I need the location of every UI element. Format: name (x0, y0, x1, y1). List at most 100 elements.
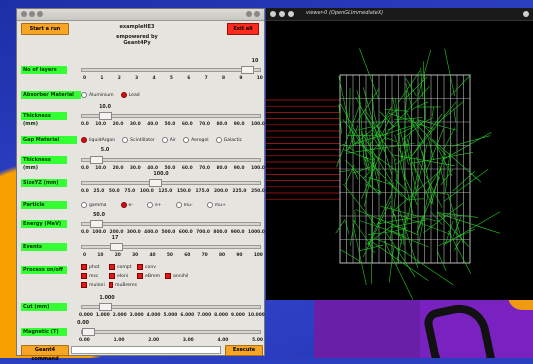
slider-thumb[interactable] (82, 328, 95, 336)
slider-track[interactable] (81, 114, 261, 118)
checkbox-label: compt (117, 265, 132, 270)
radio-option-e-[interactable]: e- (121, 202, 133, 208)
slider-thumb[interactable] (90, 220, 103, 228)
checkbox-icon[interactable] (81, 282, 87, 288)
radio-icon[interactable] (81, 202, 87, 208)
gap-thickness-slider[interactable] (81, 158, 261, 162)
menu-icon[interactable] (29, 11, 35, 17)
radio-option-mu-[interactable]: mu- (176, 202, 193, 208)
checkbox-icon[interactable] (137, 264, 143, 270)
control-titlebar[interactable] (17, 9, 264, 21)
radio-option-liquidargon[interactable]: liquidArgon (81, 137, 115, 143)
checkbox-icon[interactable] (137, 273, 143, 279)
tick-label: 50 (167, 253, 173, 258)
radio-option-gamma[interactable]: gamma (81, 202, 107, 208)
radio-icon[interactable] (122, 137, 128, 143)
tick-label: 0.00 (79, 338, 90, 343)
slider-track[interactable] (81, 181, 261, 185)
checkbox-ebrem[interactable]: eBrem (137, 273, 165, 279)
checkbox-muioni[interactable]: muIoni (81, 282, 109, 288)
tick-label: 2 (118, 76, 121, 81)
command-input[interactable] (71, 346, 221, 354)
absorber-options[interactable]: Aluminium Lead (81, 92, 140, 98)
gap-options[interactable]: liquidArgon Scintillator Air Aerogel Galacti… (81, 137, 242, 143)
radio-icon[interactable] (81, 137, 87, 143)
slider-thumb[interactable] (110, 243, 123, 251)
pin-icon[interactable] (37, 11, 43, 17)
maximize-icon[interactable] (254, 11, 260, 17)
radio-option-galactic[interactable]: Galactic (216, 137, 243, 143)
exit-all-button[interactable]: Exit all (227, 23, 259, 35)
layers-slider[interactable] (81, 68, 261, 72)
cut-slider[interactable] (81, 305, 261, 309)
radio-icon[interactable] (147, 202, 153, 208)
checkbox-label: msc (89, 274, 98, 279)
energy-slider[interactable] (81, 222, 261, 226)
slider-thumb[interactable] (241, 66, 254, 74)
checkbox-msc[interactable]: msc (81, 273, 109, 279)
radio-option-lead[interactable]: Lead (121, 92, 140, 98)
checkbox-mubrems[interactable]: muBrems (109, 282, 137, 288)
tick-label: 700.0 (196, 230, 210, 235)
pin-icon[interactable] (288, 11, 294, 17)
cut-label: Cut (mm) (21, 303, 67, 311)
radio-option-mu-[interactable]: mu+ (207, 202, 226, 208)
checkbox-icon[interactable] (165, 273, 171, 279)
radio-icon[interactable] (162, 137, 168, 143)
particle-track (445, 49, 455, 96)
particle-options[interactable]: gamma e-e+ mu-mu+ (81, 202, 226, 208)
checkbox-icon[interactable] (81, 264, 87, 270)
absorber-thickness-slider[interactable] (81, 114, 261, 118)
slider-thumb[interactable] (99, 112, 112, 120)
magnetic-slider[interactable] (81, 330, 261, 334)
maximize-icon[interactable] (523, 11, 529, 17)
checkbox-eioni[interactable]: eIoni (109, 273, 137, 279)
events-slider[interactable] (81, 245, 261, 249)
checkbox-conv[interactable]: conv (137, 264, 165, 270)
radio-option-aluminium[interactable]: Aluminium (81, 92, 114, 98)
close-icon[interactable] (270, 11, 276, 17)
slider-thumb[interactable] (90, 156, 103, 164)
layers-label: No of layers (21, 66, 67, 74)
particle-track (363, 201, 391, 257)
slider-thumb[interactable] (149, 179, 162, 187)
slider-track[interactable] (81, 222, 261, 226)
particle-track (345, 221, 349, 235)
checkbox-icon[interactable] (109, 282, 113, 288)
size-slider[interactable] (81, 181, 261, 185)
menu-icon[interactable] (279, 11, 285, 17)
radio-icon[interactable] (81, 92, 87, 98)
radio-icon[interactable] (183, 137, 189, 143)
particle-track (367, 184, 382, 192)
slider-track[interactable] (81, 305, 261, 309)
slider-track[interactable] (81, 245, 261, 249)
radio-icon[interactable] (176, 202, 182, 208)
checkbox-icon[interactable] (109, 273, 115, 279)
checkbox-icon[interactable] (109, 264, 115, 270)
radio-option-scintillator[interactable]: Scintillator (122, 137, 155, 143)
close-icon[interactable] (21, 11, 27, 17)
radio-icon[interactable] (121, 92, 127, 98)
radio-option-air[interactable]: Air (162, 137, 176, 143)
radio-icon[interactable] (216, 137, 222, 143)
checkbox-phot[interactable]: phot (81, 264, 109, 270)
opengl-canvas[interactable] (266, 20, 533, 300)
slider-track[interactable] (81, 330, 261, 334)
radio-icon[interactable] (207, 202, 213, 208)
tick-label: 90.0 (234, 166, 245, 171)
checkbox-icon[interactable] (81, 273, 87, 279)
radio-option-aerogel[interactable]: Aerogel (183, 137, 209, 143)
slider-track[interactable] (81, 68, 261, 72)
start-run-button[interactable]: Start a run (21, 23, 69, 35)
radio-option-e-[interactable]: e+ (147, 202, 162, 208)
checkbox-annihil[interactable]: annihil (165, 273, 193, 279)
minimize-icon[interactable] (246, 11, 252, 17)
radio-icon[interactable] (121, 202, 127, 208)
tick-label: 150.0 (177, 189, 191, 194)
checkbox-compt[interactable]: compt (109, 264, 137, 270)
particle-track (396, 214, 407, 266)
slider-thumb[interactable] (99, 303, 112, 311)
slider-track[interactable] (81, 158, 261, 162)
execute-button[interactable]: Execute (225, 345, 263, 356)
